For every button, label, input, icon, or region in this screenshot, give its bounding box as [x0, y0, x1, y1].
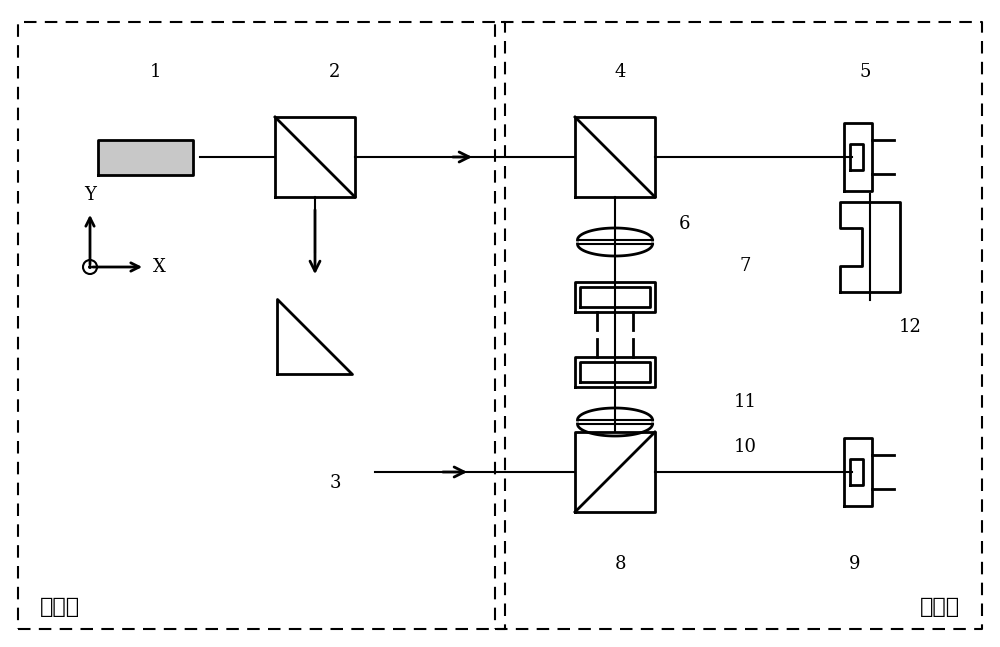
Text: 11: 11 [734, 393, 757, 411]
Text: 8: 8 [614, 554, 626, 573]
Text: 移动端: 移动端 [920, 597, 960, 617]
Text: 9: 9 [849, 554, 861, 573]
Polygon shape [98, 140, 192, 175]
Text: 固定端: 固定端 [40, 597, 80, 617]
Text: 2: 2 [329, 63, 341, 81]
Text: 7: 7 [739, 257, 751, 275]
Text: 12: 12 [899, 318, 921, 336]
Text: 1: 1 [149, 63, 161, 81]
Text: 4: 4 [614, 63, 626, 81]
Text: X: X [153, 258, 166, 276]
Text: 10: 10 [734, 438, 757, 456]
Text: 5: 5 [859, 63, 871, 81]
Text: 3: 3 [329, 474, 341, 492]
Text: Y: Y [84, 186, 96, 204]
Circle shape [88, 265, 92, 269]
Text: 6: 6 [679, 215, 691, 233]
